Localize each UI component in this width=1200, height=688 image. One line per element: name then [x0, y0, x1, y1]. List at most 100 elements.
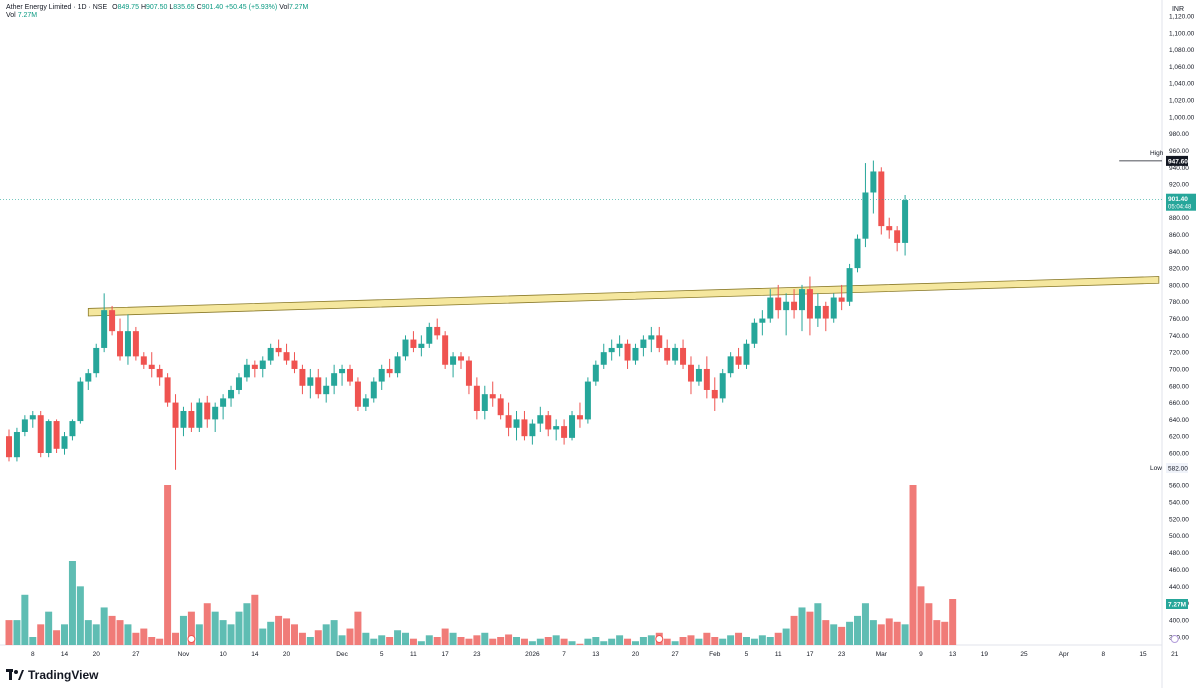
- volume-bar: [402, 632, 409, 645]
- volume-bar: [124, 624, 132, 645]
- candle-body: [727, 356, 734, 374]
- candle-body: [180, 410, 187, 428]
- candle-body: [799, 289, 805, 311]
- volume-bar: [949, 599, 957, 645]
- price-tick-label: 880.00: [1169, 215, 1189, 222]
- candle-body: [156, 368, 163, 378]
- candle-body: [259, 360, 266, 369]
- volume-value-text: 7.27M: [1168, 602, 1186, 609]
- candle-body: [69, 421, 76, 437]
- candle-body: [212, 406, 219, 420]
- low-marker-label: Low: [1150, 465, 1162, 472]
- time-tick-label: Mar: [876, 651, 888, 658]
- candle-body: [743, 343, 750, 365]
- symbol-header: Ather Energy Limited · 1D · NSE O849.75 …: [6, 3, 308, 12]
- candle-body: [838, 297, 845, 302]
- volume-bar: [679, 637, 687, 645]
- volume-bar: [433, 637, 441, 645]
- candle-body: [251, 364, 258, 369]
- time-tick-label: 15: [1139, 651, 1147, 658]
- candle-body: [624, 343, 631, 361]
- volume-bar: [639, 637, 647, 645]
- volume-bar: [505, 634, 513, 645]
- price-tick-label: 1,000.00: [1169, 114, 1195, 121]
- price-tick-label: 780.00: [1169, 299, 1189, 306]
- candle-body: [537, 415, 544, 424]
- candle-body: [465, 360, 472, 386]
- candle-body: [751, 322, 758, 344]
- volume-bar: [814, 603, 822, 645]
- candle-body: [331, 373, 338, 386]
- candle-body: [783, 301, 790, 311]
- candle-body: [569, 415, 576, 438]
- volume-bar: [671, 641, 679, 645]
- candle-body: [196, 402, 203, 428]
- candle-body: [307, 377, 314, 386]
- candle-body: [45, 421, 52, 453]
- price-tick-label: 960.00: [1169, 148, 1189, 155]
- volume-bar: [917, 586, 925, 645]
- high-marker-label: High: [1150, 150, 1164, 157]
- volume-bar: [822, 620, 830, 645]
- volume-tick-label: 560.00: [1169, 483, 1189, 490]
- price-tick-label: 1,040.00: [1169, 81, 1195, 88]
- candle-body: [648, 335, 655, 340]
- candle-body: [481, 394, 488, 411]
- candle-body: [37, 415, 44, 453]
- volume-bar: [576, 643, 584, 645]
- volume-bar: [552, 635, 560, 645]
- volume-bar: [322, 624, 330, 645]
- candle-body: [846, 268, 853, 302]
- candle-body: [775, 297, 782, 311]
- volume-bar: [560, 638, 568, 645]
- ticker-label[interactable]: Ather Energy Limited · 1D · NSE: [6, 4, 108, 11]
- volume-bar: [362, 632, 370, 645]
- candle-body: [220, 398, 227, 407]
- candle-body: [473, 385, 480, 411]
- candle-body: [442, 335, 449, 365]
- candle-body: [386, 368, 393, 374]
- candle-body: [806, 289, 813, 319]
- volume-tick-label: 540.00: [1169, 499, 1189, 506]
- volume-bar: [877, 624, 885, 645]
- tradingview-logo[interactable]: TradingView: [6, 668, 98, 682]
- time-tick-label: 20: [632, 651, 640, 658]
- candle-body: [561, 426, 568, 438]
- price-tick-label: 760.00: [1169, 316, 1189, 323]
- candle-body: [101, 310, 108, 348]
- candle-body: [822, 305, 829, 319]
- candle-body: [426, 326, 433, 344]
- close-value: 901.40: [201, 4, 224, 11]
- volume-bar: [116, 620, 124, 645]
- volume-bar: [885, 618, 893, 645]
- volume-bar: [314, 630, 322, 645]
- candle-body: [418, 343, 425, 348]
- volume-bar: [5, 620, 13, 645]
- volume-bar: [219, 620, 227, 645]
- candle-body: [600, 352, 607, 365]
- time-tick-label: 20: [93, 651, 101, 658]
- volume-bar: [584, 638, 592, 645]
- candle-body: [267, 347, 274, 361]
- candle-body: [664, 347, 671, 361]
- volume-legend-value: 7.27M: [17, 12, 38, 19]
- volume-value-tag: [1166, 599, 1188, 609]
- trend-channel: [87, 276, 1160, 317]
- volume-legend-label: Vol: [6, 12, 16, 19]
- volume-bar: [84, 620, 92, 645]
- volume-legend: Vol 7.27M: [6, 12, 37, 19]
- candle-body: [695, 368, 702, 382]
- volume-bar: [528, 641, 536, 645]
- candle-body: [378, 368, 385, 382]
- volume-bar: [901, 624, 909, 645]
- last-price-text: 901.40: [1168, 196, 1188, 203]
- candle-body: [505, 415, 512, 428]
- time-tick-label: 25: [1020, 651, 1028, 658]
- volume-bar: [695, 638, 703, 645]
- candle-body: [616, 343, 623, 348]
- candle-body: [283, 352, 290, 361]
- volume-bar: [473, 635, 481, 645]
- volume-bar: [61, 624, 69, 645]
- candle-body: [719, 373, 726, 399]
